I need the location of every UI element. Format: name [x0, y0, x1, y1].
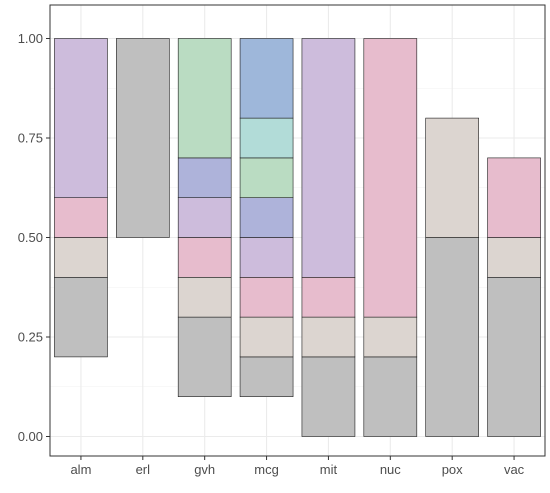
bar-segment: [425, 237, 479, 437]
bar-erl: [116, 38, 170, 238]
bar-segment: [487, 276, 541, 437]
bar-segment: [425, 117, 479, 238]
bar-segment: [487, 157, 541, 238]
bar-segment: [239, 237, 294, 278]
bar-vac: [487, 157, 541, 437]
bar-segment: [363, 38, 418, 318]
bar-alm: [54, 38, 108, 358]
x-tick-label: nuc: [380, 462, 401, 477]
bar-segment: [301, 316, 356, 358]
x-tick-label: mit: [320, 462, 338, 477]
bar-segment: [239, 276, 294, 318]
bar-segment: [301, 276, 356, 318]
x-tick-label: alm: [70, 462, 91, 477]
bar-segment: [54, 38, 108, 198]
bar-segment: [177, 38, 232, 159]
bar-segment: [239, 38, 294, 119]
bar-segment: [239, 316, 294, 358]
bar-segment: [177, 237, 232, 278]
y-tick-label: 0.50: [18, 230, 43, 245]
bar-segment: [177, 157, 232, 198]
bar-mit: [301, 38, 356, 437]
bar-mcg: [239, 38, 294, 397]
x-tick-label: erl: [136, 462, 151, 477]
bar-segment: [177, 197, 232, 238]
bar-segment: [116, 38, 170, 238]
bar-nuc: [363, 38, 418, 437]
y-tick-label: 1.00: [18, 31, 43, 46]
bar-segment: [301, 356, 356, 437]
bar-segment: [239, 356, 294, 397]
x-tick-label: vac: [504, 462, 525, 477]
bar-segment: [54, 197, 108, 238]
bar-segment: [363, 356, 418, 437]
bar-segment: [239, 117, 294, 159]
bar-segment: [301, 38, 356, 278]
bar-segment: [239, 197, 294, 238]
bar-segment: [487, 237, 541, 278]
bar-segment: [54, 237, 108, 278]
panel-border: [49, 4, 546, 457]
bar-gvh: [177, 38, 232, 398]
x-tick-label: mcg: [254, 462, 279, 477]
bar-pox: [425, 117, 479, 437]
bar-segment: [54, 276, 108, 358]
axes: 0.00 0.25 0.50 0.75 1.00 alm erl gvh mcg mit nuc po…: [18, 31, 525, 477]
x-tick-label: gvh: [194, 462, 215, 477]
x-tick-label: pox: [442, 462, 463, 477]
bar-segment: [363, 316, 418, 358]
bars: [54, 38, 541, 437]
y-tick-label: 0.00: [18, 429, 43, 444]
y-tick-label: 0.25: [18, 330, 43, 345]
bar-segment: [177, 276, 232, 318]
y-tick-label: 0.75: [18, 131, 43, 146]
bar-segment: [177, 316, 232, 398]
bar-segment: [239, 157, 294, 198]
